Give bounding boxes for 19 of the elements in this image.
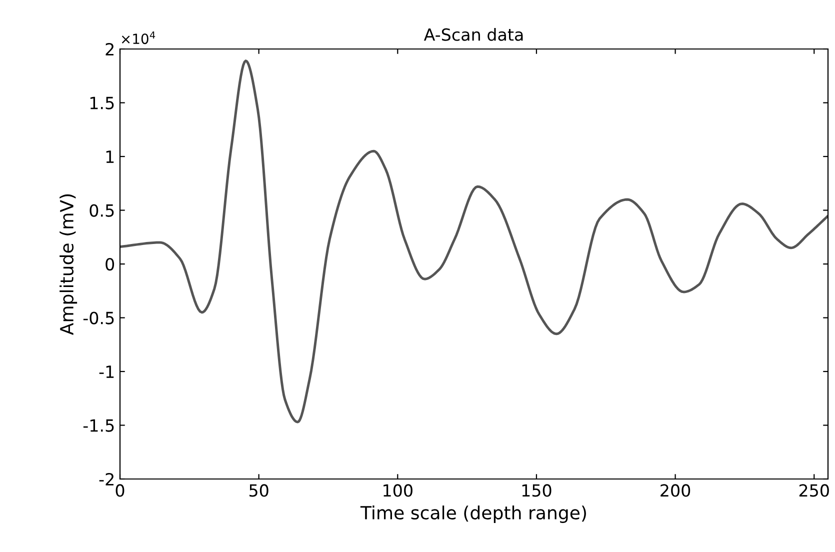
- y-tick-label: 0.5: [90, 204, 114, 217]
- x-tick-label: 100: [384, 484, 412, 497]
- text: ×10$^{4}$: [122, 31, 156, 44]
- x-axis-title: Time scale (depth range): [360, 506, 586, 524]
- x-tick-label: 50: [250, 484, 268, 497]
- x-tick-label: 0: [116, 484, 124, 497]
- y-tick-label: -1: [99, 366, 114, 378]
- x-tick-label: 250: [799, 484, 829, 497]
- y-tick-label: -0.5: [83, 312, 114, 324]
- y-axis-title: Amplitude (mV): [60, 194, 78, 336]
- y-tick-label: 0: [106, 258, 114, 271]
- y-tick-label: 1.5: [90, 96, 114, 110]
- chart-title: A-Scan data: [424, 28, 523, 41]
- y-tick-label: -1.5: [83, 419, 114, 432]
- x-tick-label: 150: [522, 484, 552, 497]
- y-tick-label: 1: [106, 150, 114, 163]
- x-tick-label: 200: [660, 484, 690, 497]
- y-tick-label: 2: [106, 42, 114, 56]
- y-tick-label: -2: [99, 472, 114, 486]
